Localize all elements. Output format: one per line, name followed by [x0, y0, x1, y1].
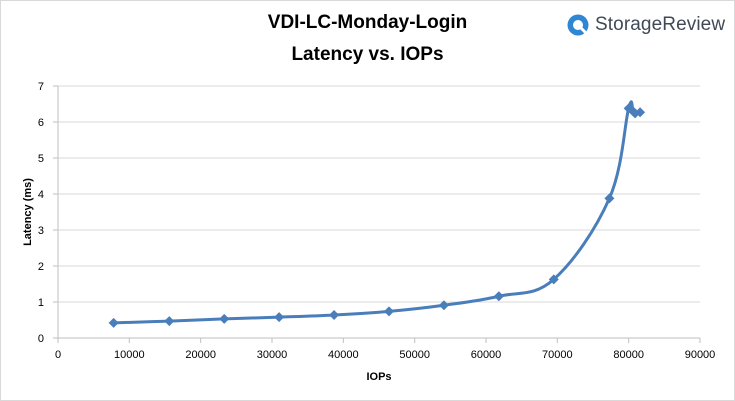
data-point-marker: [635, 107, 646, 118]
grid-lines: [58, 85, 700, 303]
storagereview-logo-icon: [567, 14, 589, 36]
data-point-marker: [438, 300, 449, 311]
data-point-marker: [219, 313, 230, 324]
chart-subtitle: Latency vs. IOPs: [291, 44, 444, 65]
data-point-marker: [274, 312, 285, 323]
brand-name: StorageReview: [595, 14, 726, 35]
x-tick-label: 10000: [114, 349, 145, 361]
y-tick-labels: 0 1 2 3 4 5 6 7: [38, 81, 44, 345]
y-tick-label: 2: [38, 261, 44, 273]
y-tick-label: 4: [38, 189, 44, 201]
axes: [53, 85, 701, 343]
x-tick-labels: 0 10000 20000 30000 40000 50000 60000 70000 8000…: [55, 349, 715, 361]
x-tick-label: 80000: [613, 349, 644, 361]
data-point-marker: [604, 193, 615, 204]
y-tick-label: 7: [38, 81, 44, 93]
x-tick-label: 20000: [185, 349, 216, 361]
series-markers: [108, 103, 646, 328]
data-point-marker: [108, 317, 119, 328]
y-tick-label: 1: [38, 297, 44, 309]
x-tick-label: 90000: [685, 349, 716, 361]
x-tick-label: 0: [55, 349, 61, 361]
y-tick-label: 3: [38, 225, 44, 237]
data-point-marker: [383, 306, 394, 317]
x-tick-label: 70000: [542, 349, 573, 361]
series-line: [113, 100, 641, 325]
data-point-marker: [329, 309, 340, 320]
x-tick-label: 50000: [399, 349, 430, 361]
x-tick-label: 30000: [257, 349, 288, 361]
brand-logo: StorageReview: [567, 14, 725, 36]
y-tick-label: 6: [38, 117, 44, 129]
data-point-marker: [164, 316, 175, 327]
x-axis-label: IOPs: [366, 371, 391, 383]
y-tick-label: 5: [38, 153, 44, 165]
data-point-marker: [493, 291, 504, 302]
data-point-marker: [548, 274, 559, 285]
x-tick-label: 60000: [471, 349, 502, 361]
y-tick-label: 0: [38, 333, 44, 345]
y-axis-label: Latency (ms): [22, 178, 34, 246]
chart-title: VDI-LC-Monday-Login: [267, 12, 468, 33]
x-tick-label: 40000: [328, 349, 359, 361]
